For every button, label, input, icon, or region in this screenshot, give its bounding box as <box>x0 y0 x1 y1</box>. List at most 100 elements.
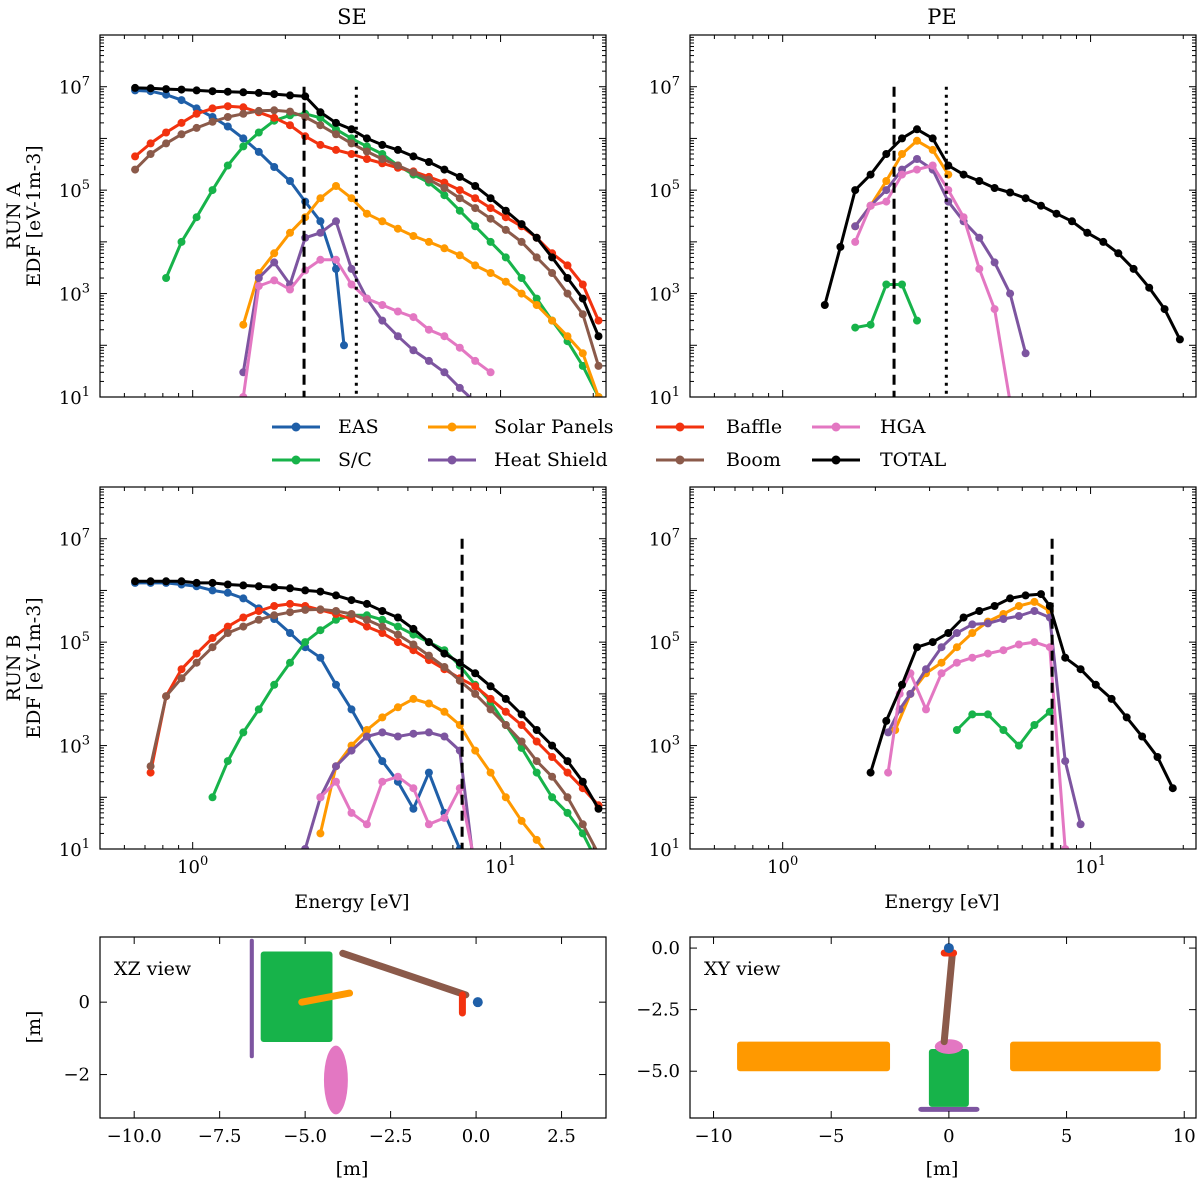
data-point-boom <box>471 689 480 698</box>
data-point-baffle <box>270 602 279 610</box>
data-point-boom <box>563 793 572 802</box>
data-point-heat-shield <box>1030 607 1039 615</box>
legend-label-total: TOTAL <box>880 449 947 471</box>
data-point-solar-panels <box>362 209 371 218</box>
x-tick-label: −5.0 <box>283 1126 327 1147</box>
geometry-ylabel-left: [m] <box>23 1011 45 1044</box>
data-point-s-c <box>851 323 860 332</box>
data-point-heat-shield <box>393 332 402 341</box>
data-point-hga <box>393 307 402 316</box>
series-hga <box>239 255 495 397</box>
data-point-s-c <box>1045 707 1054 716</box>
data-point-total <box>548 253 557 262</box>
data-point-total <box>1160 305 1169 314</box>
data-point-boom <box>455 676 464 685</box>
data-point-total <box>975 607 984 615</box>
view-label: XY view <box>704 958 781 980</box>
y-tick-label: 107 <box>59 527 90 551</box>
data-point-s-c <box>455 206 464 215</box>
data-point-s-c <box>270 680 279 689</box>
data-point-hga <box>884 768 893 777</box>
data-point-s-c <box>983 710 992 719</box>
shape-solar-panels <box>1010 1041 1161 1072</box>
data-point-total <box>177 577 186 586</box>
legend-entry-eas: EAS <box>272 416 379 438</box>
y-tick-label: 105 <box>649 630 680 654</box>
data-point-boom <box>378 622 387 631</box>
data-point-heat-shield <box>347 746 356 755</box>
data-point-baffle <box>548 753 557 761</box>
data-point-heat-shield <box>332 762 340 771</box>
data-point-solar-panels <box>347 194 356 203</box>
data-point-baffle <box>270 113 279 122</box>
data-point-total <box>424 638 433 647</box>
data-point-baffle <box>177 665 186 674</box>
data-point-baffle <box>239 103 248 112</box>
data-point-total <box>820 301 829 309</box>
data-point-heat-shield <box>347 264 356 273</box>
data-point-total <box>254 582 263 591</box>
data-point-total <box>471 669 480 678</box>
data-point-baffle <box>316 140 325 149</box>
data-point-baffle <box>208 634 217 642</box>
data-point-total <box>913 125 921 134</box>
data-point-total <box>836 242 845 251</box>
data-point-total <box>1122 713 1131 722</box>
data-point-s-c <box>316 626 325 635</box>
data-point-total <box>347 596 356 605</box>
data-point-total <box>959 613 968 622</box>
data-point-solar-panels <box>424 237 433 246</box>
geometry-group <box>737 943 1161 1112</box>
data-point-baffle <box>563 261 572 270</box>
legend-entry-baffle: Baffle <box>656 416 782 438</box>
data-point-baffle <box>455 186 464 195</box>
data-point-total <box>332 118 340 127</box>
series-solar-panels <box>316 694 546 849</box>
data-point-eas <box>254 147 263 156</box>
data-point-total <box>578 777 587 786</box>
data-point-boom <box>301 605 310 614</box>
y-tick-label: 107 <box>59 75 90 99</box>
y-tick-label: 103 <box>649 282 680 306</box>
x-tick-label: 2.5 <box>547 1126 576 1147</box>
series-group <box>866 590 1177 849</box>
data-point-solar-panels <box>1014 602 1023 610</box>
data-point-heat-shield <box>1061 757 1070 766</box>
data-point-total <box>1076 665 1085 674</box>
shape-s-c <box>928 1049 969 1107</box>
data-point-total <box>1153 753 1162 761</box>
shape-eas <box>472 997 483 1008</box>
legend-label-eas: EAS <box>338 416 379 438</box>
data-point-total <box>1083 228 1092 237</box>
data-point-eas <box>270 163 279 171</box>
series-line-heat-shield <box>241 219 472 397</box>
data-point-s-c <box>968 710 977 719</box>
data-point-baffle <box>471 682 480 691</box>
data-point-s-c <box>409 630 418 639</box>
data-point-boom <box>332 607 340 615</box>
series-eas <box>131 578 464 849</box>
shape-hga <box>934 1039 964 1054</box>
series-heat-shield <box>884 607 1085 829</box>
data-point-solar-panels <box>455 251 464 260</box>
data-point-heat-shield <box>471 398 479 406</box>
data-point-boom <box>486 214 495 223</box>
data-point-total <box>131 83 140 92</box>
data-point-s-c <box>999 726 1008 734</box>
data-point-total <box>270 583 279 592</box>
xlabel-right: Energy [eV] <box>884 891 999 913</box>
y-tick-label: 105 <box>59 630 90 654</box>
data-point-total <box>501 694 510 703</box>
data-point-baffle <box>486 694 495 703</box>
data-point-boom <box>548 269 557 277</box>
data-point-s-c <box>501 253 510 262</box>
x-ticks <box>689 35 1184 397</box>
data-point-total <box>944 629 953 637</box>
y-tick-label: 105 <box>59 178 90 202</box>
data-point-hga <box>898 170 906 179</box>
legend-entry-hga: HGA <box>812 416 926 438</box>
series-line-baffle <box>149 602 600 807</box>
series-line-boom <box>149 607 598 849</box>
plot-frame <box>99 486 607 850</box>
